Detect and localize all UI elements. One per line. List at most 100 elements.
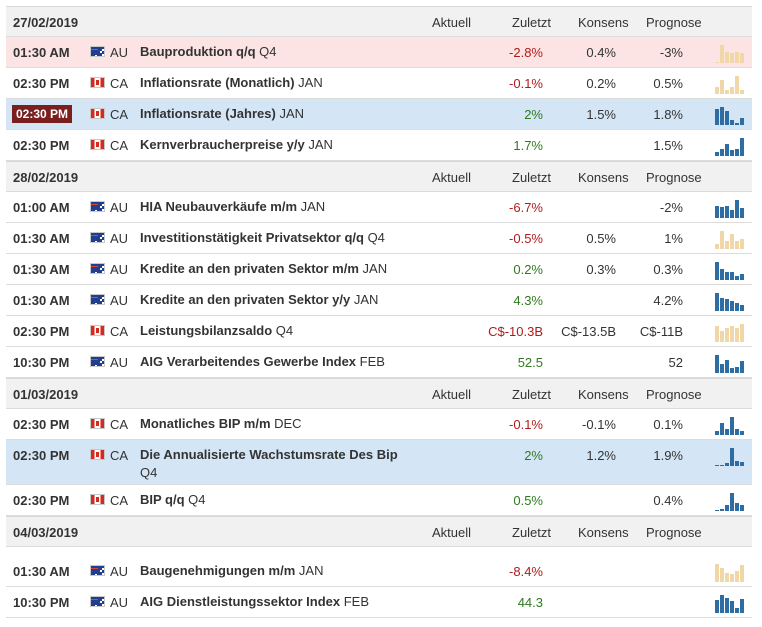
sparkline-bar	[715, 564, 719, 582]
event-name[interactable]: Baugenehmigungen m/m JAN	[140, 562, 410, 580]
previous-value: 44.3	[517, 595, 543, 610]
event-row[interactable]: 10:30 PM AU AIG Verarbeitendes Gewerbe Ind…	[6, 347, 752, 378]
column-header-prognose: Prognose	[646, 387, 702, 402]
event-name[interactable]: Kredite an den privaten Sektor y/y JAN	[140, 291, 410, 309]
history-sparkline[interactable]	[715, 353, 747, 373]
history-sparkline[interactable]	[715, 198, 747, 218]
forecast-value: 1.8%	[653, 107, 683, 122]
event-name-period: JAN	[275, 106, 304, 121]
history-sparkline[interactable]	[715, 562, 747, 582]
flag-au-icon	[90, 356, 105, 367]
date-header: 28/02/2019 Aktuell Zuletzt Konsens Prognose	[6, 161, 752, 192]
sparkline-bar	[725, 360, 729, 373]
flag-au-icon	[90, 201, 105, 212]
previous-value: -6.7%	[509, 200, 543, 215]
forecast-value: -3%	[659, 45, 683, 60]
event-name[interactable]: AIG Verarbeitendes Gewerbe Index FEB	[140, 353, 410, 371]
event-row[interactable]: 02:30 PM CA Kernverbraucherpreise y/y JAN 1…	[6, 130, 752, 161]
event-row[interactable]: 01:00 AM AU HIA Neubauverkäufe m/m JAN -6.7…	[6, 192, 752, 223]
sparkline-bar	[725, 505, 729, 511]
sparkline-bar	[720, 298, 724, 311]
event-name[interactable]: HIA Neubauverkäufe m/m JAN	[140, 198, 410, 216]
event-name-bold: Monatliches BIP m/m	[140, 416, 271, 431]
event-row[interactable]: 02:30 PM CA Monatliches BIP m/m DEC -0.1% -0…	[6, 409, 752, 440]
event-name[interactable]: Die Annualisierte Wachstumsrate Des Bip …	[140, 446, 410, 482]
sparkline-bar	[740, 462, 744, 466]
history-sparkline[interactable]	[715, 43, 747, 63]
event-name[interactable]: Bauproduktion q/q Q4	[140, 43, 410, 61]
previous-value: 0.2%	[513, 262, 543, 277]
event-row[interactable]: 02:30 PM CA Leistungsbilanzsaldo Q4 C$-10.3…	[6, 316, 752, 347]
history-sparkline[interactable]	[715, 415, 747, 435]
forecast-value: 0.5%	[653, 76, 683, 91]
sparkline-bar	[735, 608, 739, 613]
event-time: 10:30 PM	[13, 595, 70, 610]
event-name[interactable]: BIP q/q Q4	[140, 491, 410, 509]
event-row[interactable]: 02:30 PM CA BIP q/q Q4 0.5% 0.4%	[6, 485, 752, 516]
flag-au-icon	[90, 263, 105, 274]
sparkline-bar	[720, 364, 724, 373]
event-row[interactable]: 01:30 AM AU Kredite an den privaten Sektor…	[6, 285, 752, 316]
history-sparkline[interactable]	[715, 74, 747, 94]
event-name[interactable]: Monatliches BIP m/m DEC	[140, 415, 410, 433]
column-header-konsens: Konsens	[578, 387, 629, 402]
history-sparkline[interactable]	[715, 260, 747, 280]
event-row[interactable]: 01:30 AM AU Kredite an den privaten Sektor…	[6, 254, 752, 285]
event-row[interactable]: 01:30 AM AU Investitionstätigkeit Privatse…	[6, 223, 752, 254]
history-sparkline[interactable]	[715, 491, 747, 511]
event-row[interactable]: 01:30 AM AU Baugenehmigungen m/m JAN -8.4%	[6, 556, 752, 587]
event-name[interactable]: Kernverbraucherpreise y/y JAN	[140, 136, 410, 154]
event-time: 01:30 AM	[13, 262, 70, 277]
sparkline-bar	[725, 328, 729, 342]
event-row[interactable]: 10:30 PM AU AIG Dienstleistungssektor Inde…	[6, 587, 752, 618]
event-row[interactable]: 02:30 PM CA Inflationsrate (Jahres) JAN 2% 1…	[6, 99, 752, 130]
sparkline-bar	[725, 241, 729, 249]
history-sparkline[interactable]	[715, 593, 747, 613]
event-name-bold: Kredite an den privaten Sektor m/m	[140, 261, 359, 276]
sparkline-bar	[740, 305, 744, 311]
sparkline-bar	[725, 463, 729, 466]
event-name-period: JAN	[294, 75, 323, 90]
sparkline-bar	[720, 269, 724, 280]
sparkline-bar	[715, 152, 719, 156]
event-row[interactable]: 02:30 PM CA Inflationsrate (Monatlich) JAN…	[6, 68, 752, 99]
history-sparkline[interactable]	[715, 136, 747, 156]
history-sparkline[interactable]	[715, 105, 747, 125]
country-code: AU	[110, 200, 129, 215]
sparkline-bar	[730, 150, 734, 156]
history-sparkline[interactable]	[715, 322, 747, 342]
date-label: 04/03/2019	[13, 525, 79, 540]
event-name[interactable]: AIG Dienstleistungssektor Index FEB	[140, 593, 410, 611]
consensus-value: 1.2%	[586, 448, 616, 463]
history-sparkline[interactable]	[715, 229, 747, 249]
event-name-period: JAN	[350, 292, 379, 307]
history-sparkline[interactable]	[715, 291, 747, 311]
country-code: AU	[110, 355, 129, 370]
sparkline-bar	[725, 206, 729, 218]
column-header-prognose: Prognose	[646, 170, 702, 185]
event-name[interactable]: Inflationsrate (Monatlich) JAN	[140, 74, 410, 92]
sparkline-bar	[715, 465, 719, 466]
event-row[interactable]: 02:30 PM CA Die Annualisierte Wachstumsrat…	[6, 440, 752, 485]
country-code: AU	[110, 45, 129, 60]
sparkline-bar	[725, 90, 729, 94]
consensus-value: -0.1%	[582, 417, 616, 432]
flag-ca-icon	[90, 325, 105, 336]
event-name[interactable]: Investitionstätigkeit Privatsektor q/q Q…	[140, 229, 410, 247]
column-header-konsens: Konsens	[578, 15, 629, 30]
sparkline-bar	[730, 493, 734, 511]
column-header-zuletzt: Zuletzt	[512, 525, 552, 540]
date-label: 01/03/2019	[13, 387, 79, 402]
event-row[interactable]: 01:30 AM AU Bauproduktion q/q Q4 -2.8% 0.4% -…	[6, 37, 752, 68]
sparkline-bar	[720, 45, 724, 63]
event-name[interactable]: Leistungsbilanzsaldo Q4	[140, 322, 410, 340]
event-name-bold: BIP q/q	[140, 492, 185, 507]
sparkline-bar	[715, 87, 719, 94]
event-time: 02:30 PM	[13, 493, 70, 508]
history-sparkline[interactable]	[715, 446, 747, 466]
sparkline-bar	[730, 601, 734, 613]
date-header: 27/02/2019 Aktuell Zuletzt Konsens Prognose	[6, 6, 752, 37]
event-name[interactable]: Inflationsrate (Jahres) JAN	[140, 105, 410, 123]
event-name[interactable]: Kredite an den privaten Sektor m/m JAN	[140, 260, 410, 278]
consensus-value: 0.4%	[586, 45, 616, 60]
